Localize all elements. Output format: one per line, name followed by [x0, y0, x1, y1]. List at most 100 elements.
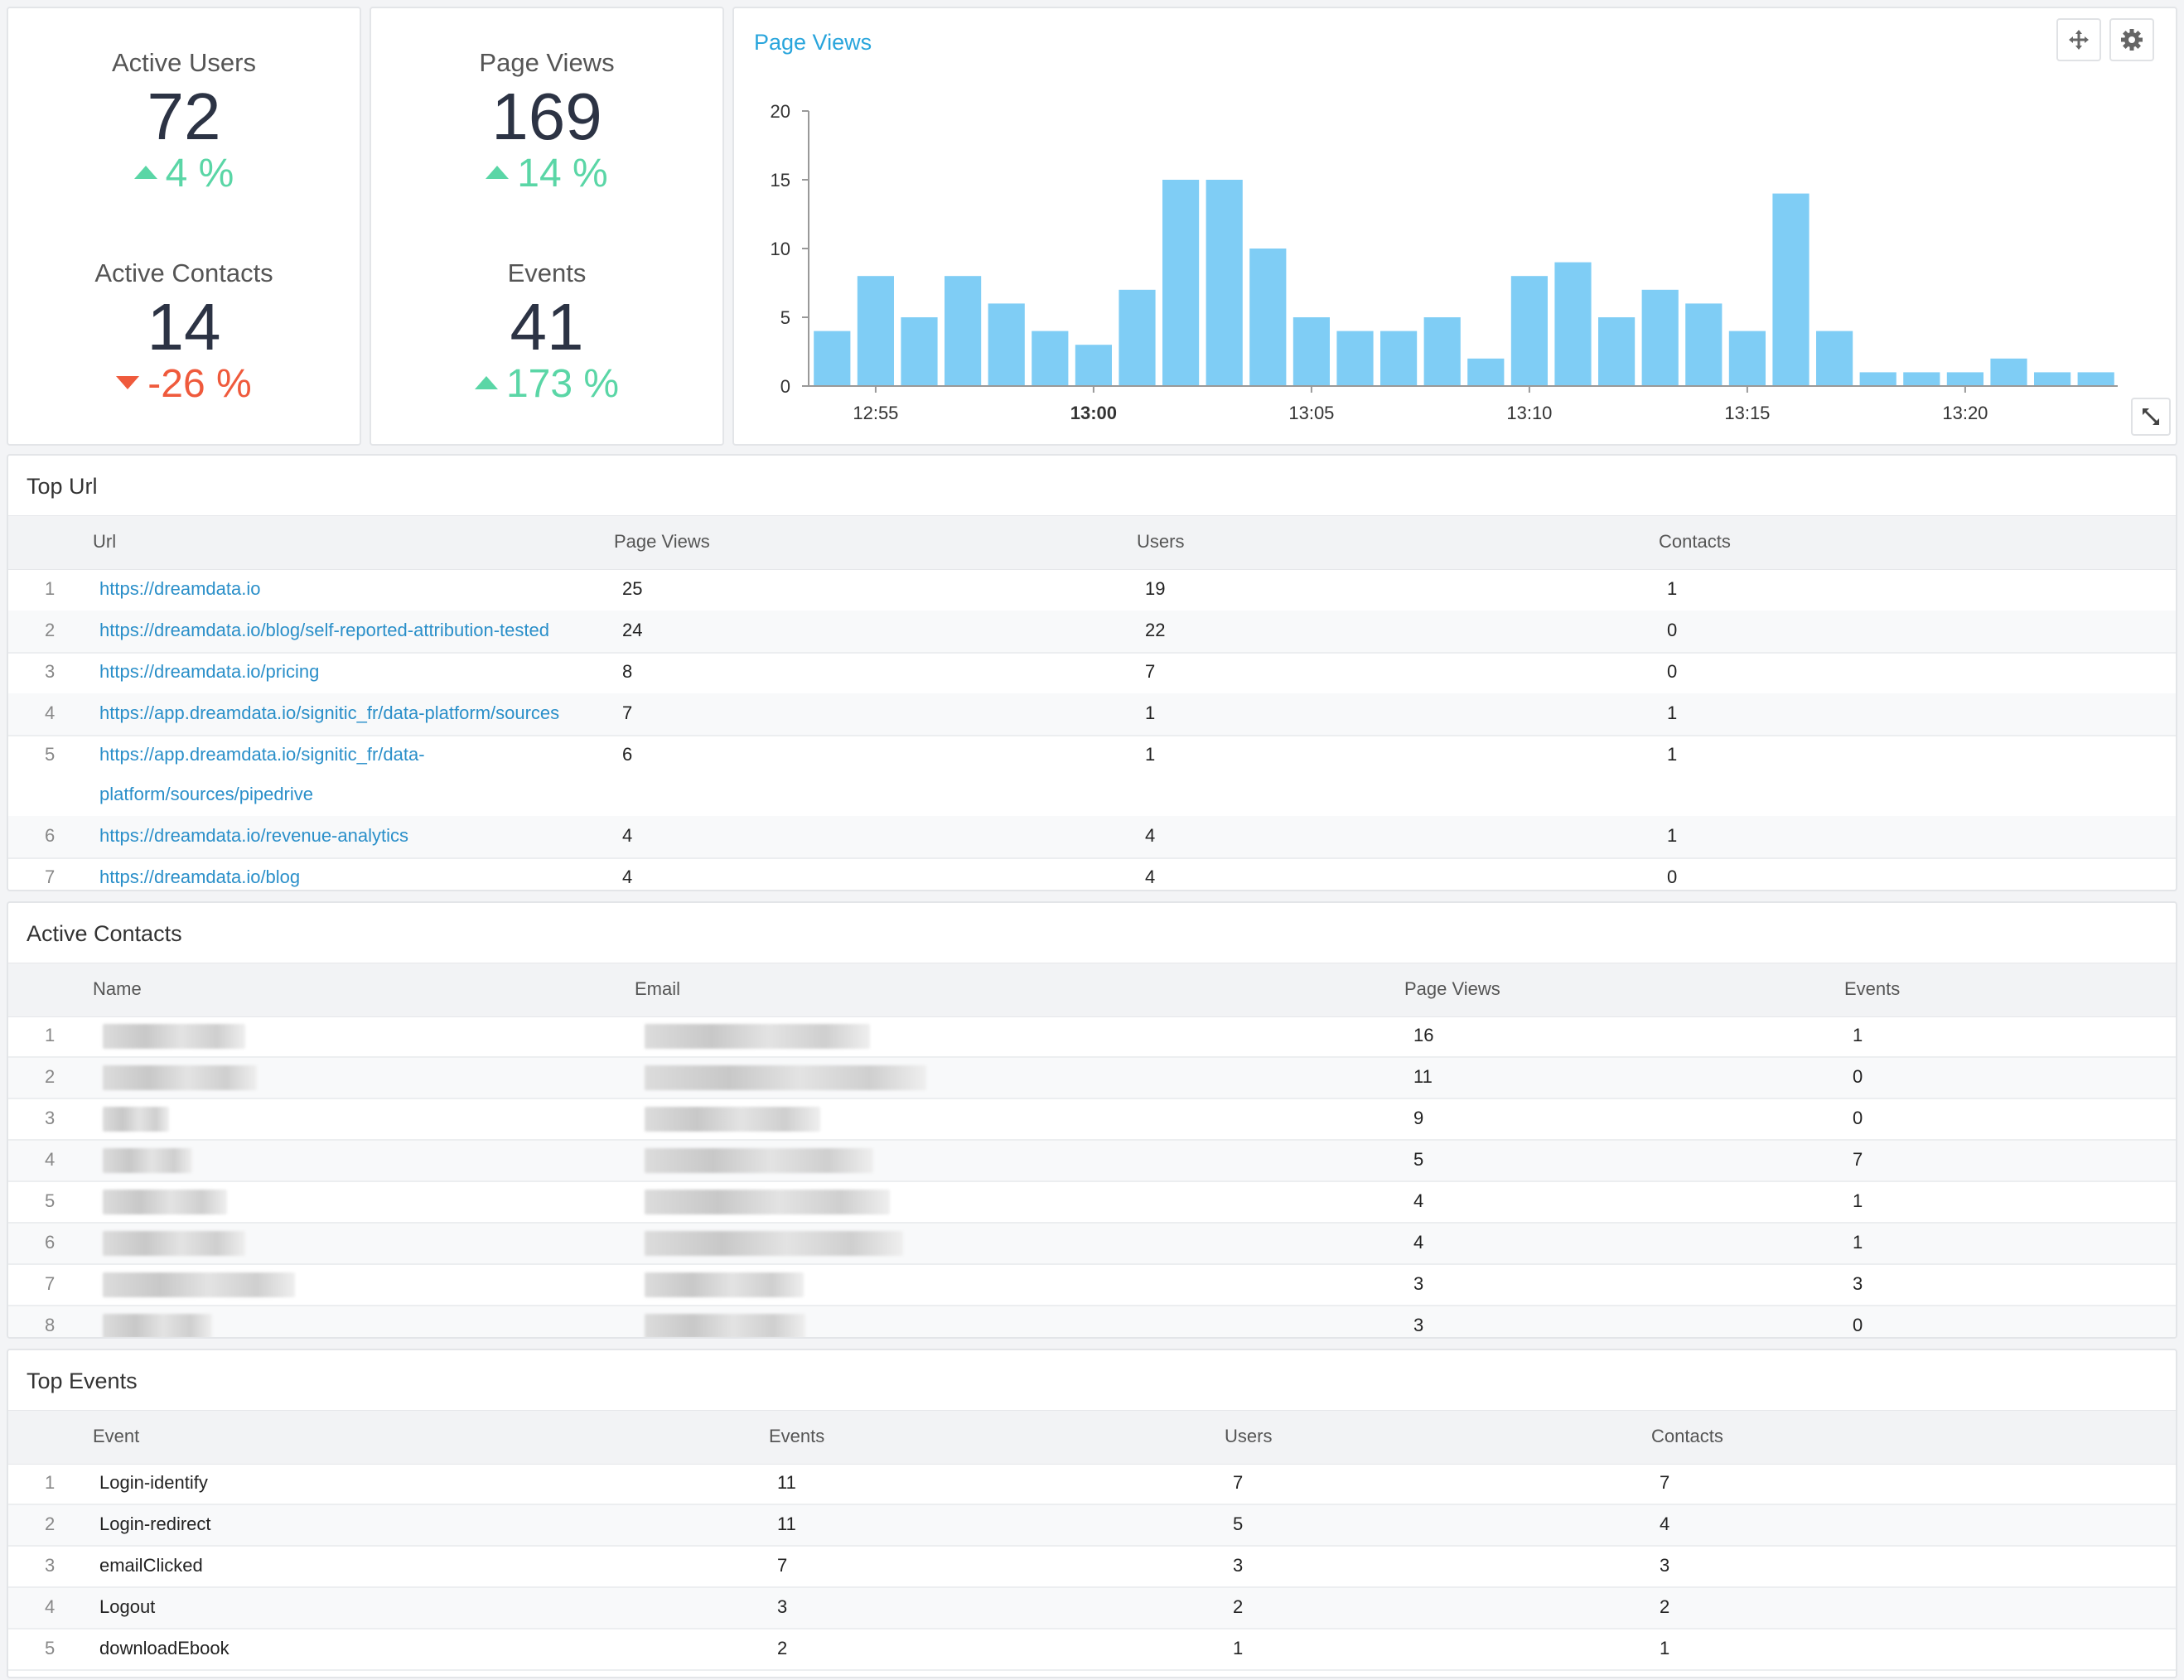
- kpi-events: Events 41 173 %: [371, 258, 722, 406]
- url-text[interactable]: https://dreamdata.io/blog/self-reported-…: [99, 620, 549, 640]
- url-link[interactable]: https://app.dreamdata.io/signitic_fr/dat…: [99, 693, 559, 733]
- kpi-page-views: Page Views 169 14 %: [371, 48, 722, 196]
- table-row: 3 9 0: [8, 1099, 2176, 1141]
- move-button[interactable]: [2056, 18, 2101, 61]
- kpi-delta-text: -26 %: [147, 362, 252, 406]
- chart-bar: [1685, 303, 1723, 386]
- table-header: Url Page Views Users Contacts: [8, 515, 2176, 570]
- contacts-value: 0: [1667, 661, 1678, 682]
- kpi-label: Events: [507, 258, 587, 287]
- column-header[interactable]: Users: [1137, 531, 1185, 552]
- chart-bar: [814, 331, 851, 386]
- contacts-value: 7: [1660, 1472, 1670, 1493]
- row-index: 6: [45, 825, 56, 846]
- table-row: 2 Login-redirect 11 5 4: [8, 1505, 2176, 1547]
- kpi-delta: 14 %: [371, 152, 722, 196]
- url-text[interactable]: https://dreamdata.io/pricing: [99, 661, 320, 682]
- kpi-label: Active Users: [112, 48, 256, 77]
- users-value: 1: [1145, 702, 1156, 723]
- chart-bar: [1859, 372, 1897, 386]
- url-text[interactable]: https://app.dreamdata.io/signitic_fr/dat…: [99, 702, 560, 723]
- chart-bar: [988, 303, 1025, 386]
- column-header[interactable]: Events: [769, 1426, 825, 1446]
- users-value: 7: [1233, 1472, 1244, 1493]
- contacts-value: 0: [1667, 620, 1678, 640]
- contacts-value: 2: [1660, 1596, 1670, 1617]
- table-row: 1 Login-identify 11 7 7: [8, 1464, 2176, 1505]
- chart-bar: [1206, 180, 1243, 386]
- url-link[interactable]: https://dreamdata.io/blog/self-reported-…: [99, 611, 549, 650]
- events-value: 1: [1853, 1232, 1863, 1253]
- chart-bar: [1816, 331, 1853, 386]
- events-value: 11: [777, 1513, 796, 1534]
- chart-bar: [1990, 358, 2027, 386]
- chart-bar: [1728, 331, 1766, 386]
- page-views-value: 6: [622, 744, 633, 765]
- chart-bar: [2077, 372, 2114, 386]
- row-index: 2: [45, 1513, 56, 1534]
- triangle-up-icon: [133, 166, 157, 180]
- url-text[interactable]: https://dreamdata.io: [99, 578, 261, 599]
- column-header[interactable]: Event: [93, 1426, 140, 1446]
- x-tick-label: 13:15: [1724, 403, 1770, 423]
- table-row: 2 11 0: [8, 1058, 2176, 1099]
- x-tick-label: 13:20: [1942, 403, 1988, 423]
- column-header[interactable]: Email: [635, 978, 681, 999]
- expand-button[interactable]: [2131, 398, 2171, 436]
- column-header[interactable]: Page Views: [614, 531, 710, 552]
- chart-bar: [1772, 193, 1810, 386]
- events-value: 0: [1853, 1066, 1863, 1087]
- page-views-value: 3: [1413, 1273, 1424, 1294]
- table-row: 4 https://app.dreamdata.io/signitic_fr/da…: [8, 693, 2176, 736]
- url-link[interactable]: https://dreamdata.io/pricing: [99, 652, 319, 692]
- url-text[interactable]: https://app.dreamdata.io/signitic_fr/dat…: [99, 744, 425, 765]
- events-value: 0: [1853, 1108, 1863, 1128]
- column-header[interactable]: Url: [93, 531, 117, 552]
- page-views-value: 25: [622, 578, 643, 599]
- url-link[interactable]: https://dreamdata.io/revenue-analytics: [99, 816, 408, 856]
- top-events-panel: Top Events Event Events Users Contacts 1…: [7, 1349, 2177, 1678]
- x-tick-label: 13:05: [1288, 403, 1334, 423]
- row-index: 7: [45, 1273, 56, 1294]
- page-views-value: 4: [1413, 1190, 1424, 1211]
- users-value: 4: [1145, 867, 1156, 887]
- url-text[interactable]: https://dreamdata.io/blog: [99, 867, 301, 887]
- kpi-delta: -26 %: [8, 363, 360, 406]
- row-index: 8: [45, 1315, 56, 1335]
- column-header[interactable]: Contacts: [1651, 1426, 1723, 1446]
- column-header[interactable]: Name: [93, 978, 142, 999]
- users-value: 19: [1145, 578, 1166, 599]
- page-views-value: 24: [622, 620, 643, 640]
- column-header[interactable]: Events: [1844, 978, 1901, 999]
- table-header: Name Email Page Views Events: [8, 963, 2176, 1017]
- url-link[interactable]: https://dreamdata.io/blog: [99, 857, 301, 890]
- settings-button[interactable]: [2109, 18, 2154, 61]
- chart-bar: [1423, 317, 1461, 386]
- url-link[interactable]: https://dreamdata.io: [99, 569, 260, 609]
- chart-bar: [1946, 372, 1983, 386]
- column-header[interactable]: Contacts: [1659, 531, 1731, 552]
- kpi-delta-text: 4 %: [165, 152, 234, 196]
- events-value: 2: [777, 1638, 788, 1658]
- users-value: 2: [1233, 1596, 1244, 1617]
- table-row: 6 https://dreamdata.io/revenue-analytics 4…: [8, 816, 2176, 859]
- redacted-email: [645, 1314, 805, 1337]
- column-header[interactable]: Page Views: [1404, 978, 1500, 999]
- kpi-value: 41: [510, 290, 584, 364]
- url-text[interactable]: https://dreamdata.io/revenue-analytics: [99, 825, 408, 846]
- events-value: 1: [1853, 1190, 1863, 1211]
- gear-icon: [2121, 29, 2143, 51]
- users-value: 1: [1233, 1638, 1244, 1658]
- url-link[interactable]: https://app.dreamdata.io/signitic_fr/dat…: [99, 735, 425, 814]
- chart-bar: [945, 276, 982, 386]
- redacted-name: [103, 1148, 192, 1173]
- table-row: 5 4 1: [8, 1182, 2176, 1224]
- row-index: 7: [45, 867, 56, 887]
- row-index: 2: [45, 620, 56, 640]
- users-value: 7: [1145, 661, 1156, 682]
- contacts-value: 4: [1660, 1513, 1670, 1534]
- chart-bar: [1293, 317, 1330, 386]
- url-text-continued[interactable]: platform/sources/pipedrive: [99, 784, 314, 804]
- move-icon: [2069, 30, 2089, 50]
- column-header[interactable]: Users: [1225, 1426, 1273, 1446]
